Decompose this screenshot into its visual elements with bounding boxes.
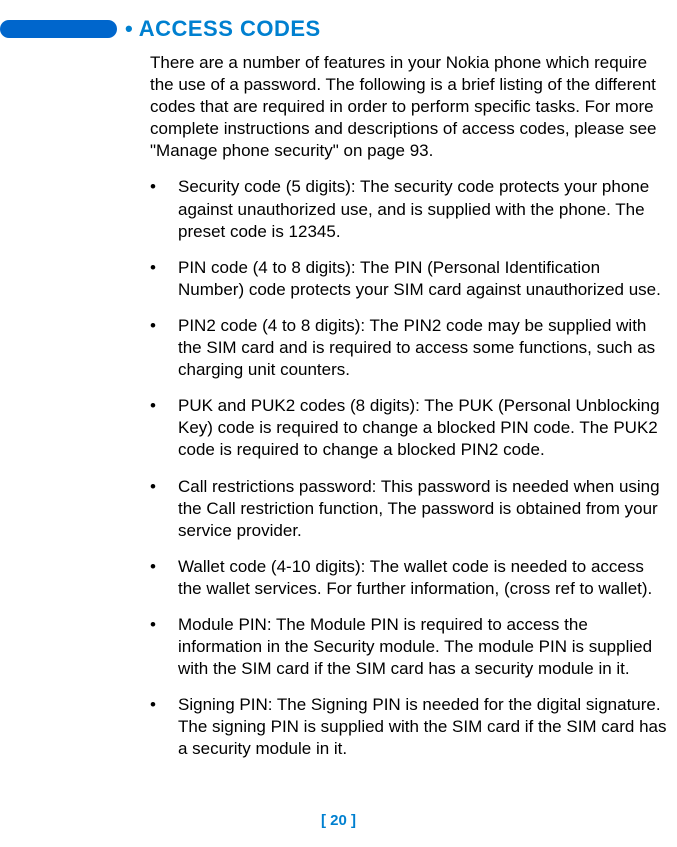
- list-item: • Security code (5 digits): The security…: [150, 176, 667, 242]
- page-title: ACCESS CODES: [139, 16, 321, 42]
- bullet-text: Wallet code (4-10 digits): The wallet co…: [178, 556, 667, 600]
- bullet-marker: •: [150, 257, 178, 301]
- list-item: • Module PIN: The Module PIN is required…: [150, 614, 667, 680]
- bullet-marker: •: [150, 315, 178, 381]
- intro-paragraph: There are a number of features in your N…: [150, 52, 667, 162]
- list-item: • Signing PIN: The Signing PIN is needed…: [150, 694, 667, 760]
- list-item: • PUK and PUK2 codes (8 digits): The PUK…: [150, 395, 667, 461]
- bullet-text: Call restrictions password: This passwor…: [178, 476, 667, 542]
- header-row: • ACCESS CODES: [0, 0, 677, 42]
- bullet-list: • Security code (5 digits): The security…: [150, 176, 667, 760]
- bullet-text: Security code (5 digits): The security c…: [178, 176, 667, 242]
- bullet-marker: •: [150, 176, 178, 242]
- page-number: [ 20 ]: [0, 812, 677, 829]
- bullet-text: PIN code (4 to 8 digits): The PIN (Perso…: [178, 257, 667, 301]
- list-item: • PIN2 code (4 to 8 digits): The PIN2 co…: [150, 315, 667, 381]
- list-item: • Call restrictions password: This passw…: [150, 476, 667, 542]
- heading-bullet: •: [125, 16, 133, 42]
- bullet-text: PUK and PUK2 codes (8 digits): The PUK (…: [178, 395, 667, 461]
- decorative-bar: [0, 20, 117, 38]
- bullet-text: Signing PIN: The Signing PIN is needed f…: [178, 694, 667, 760]
- bullet-marker: •: [150, 395, 178, 461]
- bullet-marker: •: [150, 614, 178, 680]
- bullet-marker: •: [150, 694, 178, 760]
- list-item: • Wallet code (4-10 digits): The wallet …: [150, 556, 667, 600]
- bullet-marker: •: [150, 556, 178, 600]
- content-area: There are a number of features in your N…: [150, 52, 667, 761]
- bullet-marker: •: [150, 476, 178, 542]
- bullet-text: Module PIN: The Module PIN is required t…: [178, 614, 667, 680]
- bullet-text: PIN2 code (4 to 8 digits): The PIN2 code…: [178, 315, 667, 381]
- list-item: • PIN code (4 to 8 digits): The PIN (Per…: [150, 257, 667, 301]
